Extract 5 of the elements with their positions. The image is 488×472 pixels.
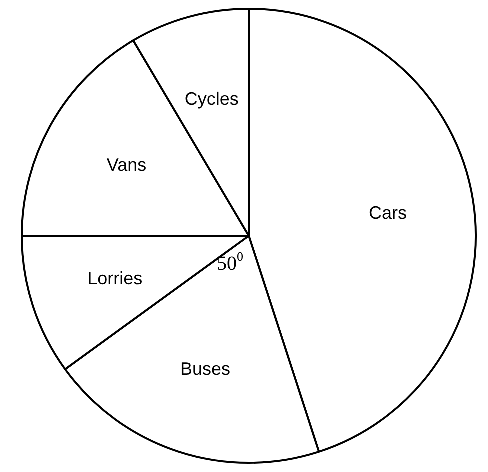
slice-label: Cars [369, 202, 408, 223]
slice-label: Cycles [184, 89, 239, 110]
slice-label: Lorries [88, 268, 143, 288]
slice-label: Buses [180, 358, 231, 379]
slice-label: Vans [106, 155, 147, 176]
